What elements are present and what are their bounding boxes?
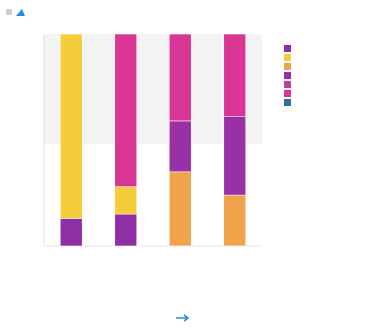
legend-swatch xyxy=(284,90,291,97)
bars xyxy=(59,33,247,247)
footer-link-group[interactable] xyxy=(176,314,190,322)
bar-segment[interactable] xyxy=(168,120,192,173)
bar-segment[interactable] xyxy=(114,213,138,247)
legend-swatch xyxy=(284,63,291,70)
chart-logo-icon xyxy=(16,9,25,16)
bar-segment[interactable] xyxy=(223,33,247,117)
bar-segment[interactable] xyxy=(59,33,83,219)
bar-segment[interactable] xyxy=(114,186,138,215)
legend-swatch xyxy=(284,72,291,79)
legend-swatch xyxy=(284,81,291,88)
bar-segment[interactable] xyxy=(168,33,192,122)
legend-swatch xyxy=(284,99,291,106)
arrow-right-icon xyxy=(176,314,190,322)
checkbox-icon[interactable] xyxy=(6,9,12,15)
bar-segment[interactable] xyxy=(114,33,138,187)
bar-segment[interactable] xyxy=(59,218,83,247)
bar-segment[interactable] xyxy=(223,194,247,247)
legend-swatch xyxy=(284,54,291,61)
legend-swatch xyxy=(284,45,291,52)
bar-segment[interactable] xyxy=(168,171,192,247)
legend xyxy=(284,45,291,106)
chart-title-group xyxy=(6,9,25,16)
bar-segment[interactable] xyxy=(223,116,247,196)
